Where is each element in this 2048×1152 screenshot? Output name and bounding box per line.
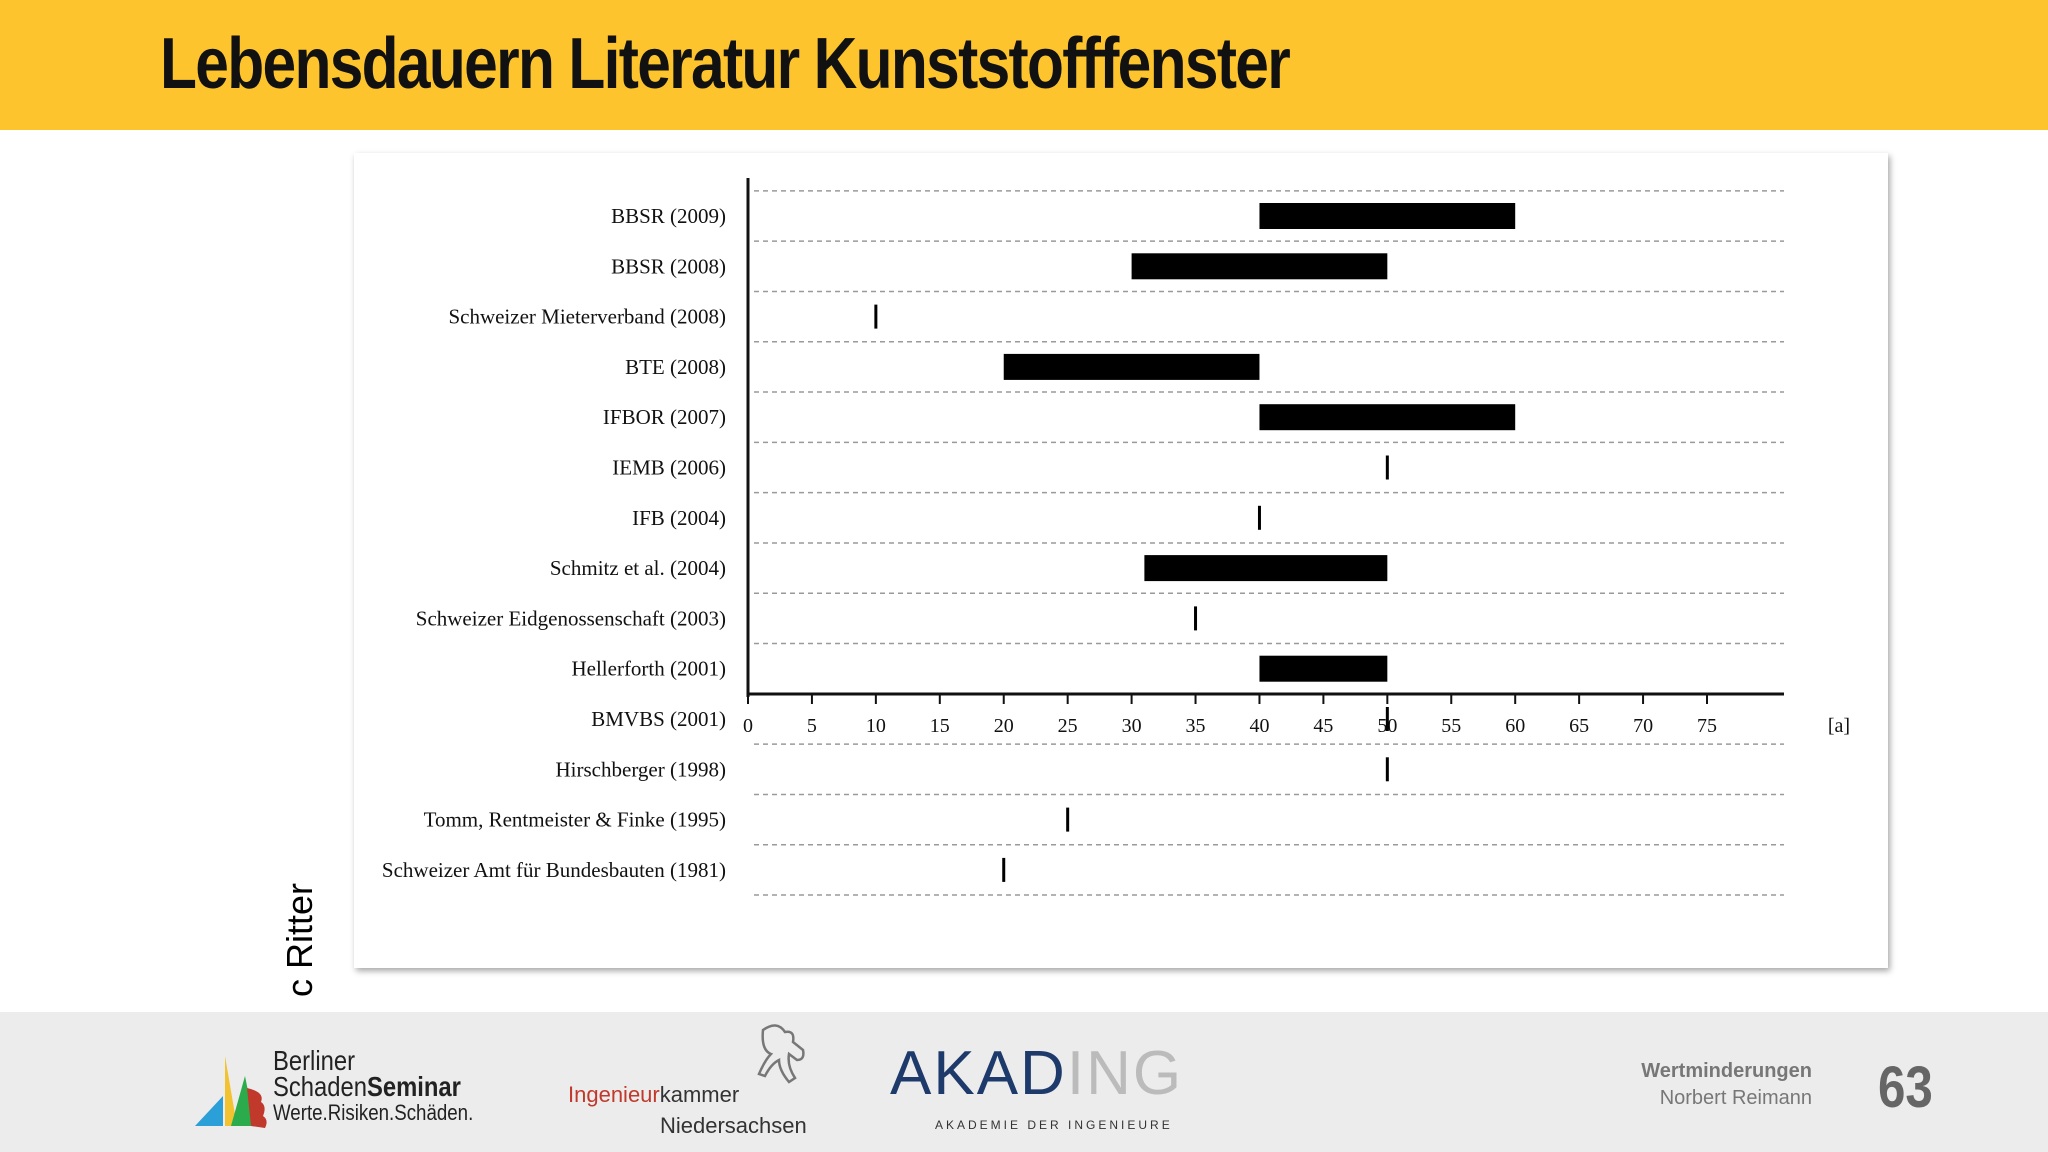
akad-part1: AKAD <box>890 1039 1067 1108</box>
akad-wordmark: AKADING <box>890 1038 1183 1109</box>
title-bar: Lebensdauern Literatur Kunststofffenster <box>0 0 2048 130</box>
range-bar <box>1144 555 1388 582</box>
x-tick-label: 0 <box>743 715 753 737</box>
bss-line1: Berliner <box>273 1045 356 1076</box>
ik-accent: Ingenieur <box>568 1082 660 1107</box>
category-label: Hirschberger (1998) <box>556 757 726 781</box>
footer-author: Norbert Reimann <box>1659 1087 1812 1109</box>
category-label: IFB (2004) <box>632 506 726 530</box>
range-bar <box>1259 404 1516 431</box>
akad-subtitle: AKADEMIE DER INGENIEURE <box>935 1118 1173 1132</box>
range-bar <box>1003 353 1260 380</box>
category-label: BBSR (2008) <box>611 254 726 278</box>
x-tick-label: 35 <box>1186 715 1206 737</box>
x-tick-label: 55 <box>1441 715 1461 737</box>
category-label: Tomm, Rentmeister & Finke (1995) <box>424 808 726 832</box>
category-label: BTE (2008) <box>625 355 726 379</box>
category-label: Schweizer Mieterverband (2008) <box>448 305 726 329</box>
category-label: Hellerforth (2001) <box>571 657 726 681</box>
lifetime-chart-svg: 051015202530354045505560657075[a]BBSR (2… <box>382 178 1850 896</box>
x-tick-label: 75 <box>1697 715 1717 737</box>
category-label: Schmitz et al. (2004) <box>550 556 726 580</box>
footer: Berliner SchadenSeminar Werte.Risiken.Sc… <box>0 1012 2048 1152</box>
x-tick-label: 20 <box>994 715 1014 737</box>
bss-line3: Werte.Risiken.Schäden. <box>273 1100 474 1125</box>
x-tick-label: 10 <box>866 715 886 737</box>
lifetime-chart: 051015202530354045505560657075[a]BBSR (2… <box>354 153 1888 968</box>
x-axis-unit-label: [a] <box>1828 715 1850 737</box>
footer-topic: Wertminderungen <box>1641 1060 1812 1082</box>
akading-logo: AKADING AKADEMIE DER INGENIEURE <box>890 1038 1210 1138</box>
sail-icon <box>195 1056 267 1128</box>
bss-line2: SchadenSeminar <box>273 1071 473 1102</box>
x-tick-label: 65 <box>1569 715 1589 737</box>
ik-line1: Ingenieurkammer <box>568 1082 739 1108</box>
category-label: Schweizer Amt für Bundesbauten (1981) <box>382 858 726 882</box>
category-label: Schweizer Eidgenossenschaft (2003) <box>416 606 726 630</box>
range-bar <box>1131 253 1388 280</box>
x-tick-label: 60 <box>1505 715 1525 737</box>
ingenieurkammer-logo: Ingenieurkammer Niedersachsen <box>565 1020 825 1140</box>
slide-title: Lebensdauern Literatur Kunststofffenster <box>160 24 1291 104</box>
page-number: 63 <box>1878 1055 1933 1120</box>
bss-line2b: Seminar <box>366 1071 461 1102</box>
footer-meta: Wertminderungen Norbert Reimann <box>1641 1060 1812 1110</box>
ik-rest: kammer <box>659 1082 740 1107</box>
x-tick-label: 40 <box>1249 715 1269 737</box>
berliner-schadenseminar-logo: Berliner SchadenSeminar Werte.Risiken.Sc… <box>185 1034 485 1134</box>
horse-icon <box>757 1024 805 1084</box>
x-tick-label: 30 <box>1122 715 1142 737</box>
akad-part2: ING <box>1066 1039 1184 1108</box>
category-label: IEMB (2006) <box>612 456 726 480</box>
x-tick-label: 70 <box>1633 715 1653 737</box>
x-tick-label: 45 <box>1313 715 1333 737</box>
copyright-note: c Ritter <box>279 882 320 997</box>
category-label: BMVBS (2001) <box>591 707 726 731</box>
x-tick-label: 5 <box>807 715 817 737</box>
bss-line2a: Schaden <box>273 1071 367 1102</box>
ik-line2: Niedersachsen <box>660 1113 807 1138</box>
category-label: BBSR (2009) <box>611 204 726 228</box>
x-tick-label: 25 <box>1058 715 1078 737</box>
category-label: IFBOR (2007) <box>603 405 726 429</box>
range-bar <box>1259 655 1388 682</box>
x-tick-label: 15 <box>930 715 950 737</box>
range-bar <box>1259 203 1516 229</box>
